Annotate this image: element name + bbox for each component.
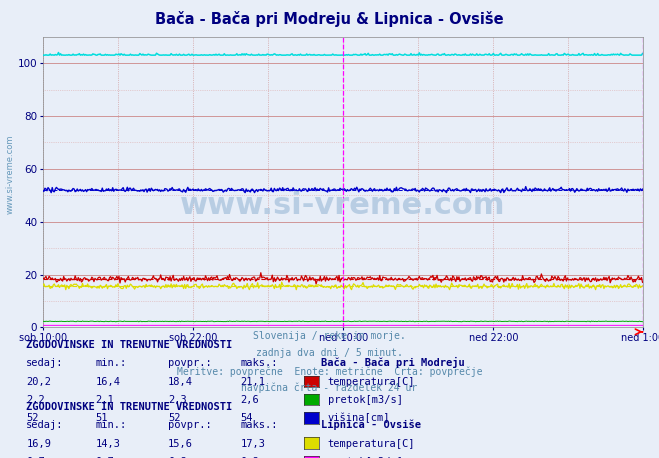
Text: pretok[m3/s]: pretok[m3/s]	[328, 457, 403, 458]
Text: pretok[m3/s]: pretok[m3/s]	[328, 395, 403, 405]
Text: Bača - Bača pri Modreju & Lipnica - Ovsiše: Bača - Bača pri Modreju & Lipnica - Ovsi…	[155, 11, 504, 27]
Text: ZGODOVINSKE IN TRENUTNE VREDNOSTI: ZGODOVINSKE IN TRENUTNE VREDNOSTI	[26, 402, 233, 412]
Text: temperatura[C]: temperatura[C]	[328, 377, 415, 387]
Text: 15,6: 15,6	[168, 439, 193, 448]
Text: ZGODOVINSKE IN TRENUTNE VREDNOSTI: ZGODOVINSKE IN TRENUTNE VREDNOSTI	[26, 340, 233, 350]
Text: sedaj:: sedaj:	[26, 420, 64, 430]
Text: 18,4: 18,4	[168, 377, 193, 387]
Text: 16,9: 16,9	[26, 439, 51, 448]
Text: 54: 54	[241, 414, 253, 423]
Text: www.si-vreme.com: www.si-vreme.com	[180, 191, 505, 220]
Text: maks.:: maks.:	[241, 359, 278, 368]
Text: 14,3: 14,3	[96, 439, 121, 448]
Text: 51: 51	[96, 414, 108, 423]
Text: 17,3: 17,3	[241, 439, 266, 448]
Text: višina[cm]: višina[cm]	[328, 413, 390, 423]
Text: 0,7: 0,7	[26, 457, 45, 458]
Text: 2,1: 2,1	[96, 395, 114, 405]
Text: sedaj:: sedaj:	[26, 359, 64, 368]
Text: Lipnica - Ovsiše: Lipnica - Ovsiše	[321, 420, 421, 430]
Text: 21,1: 21,1	[241, 377, 266, 387]
Text: zadnja dva dni / 5 minut.: zadnja dva dni / 5 minut.	[256, 348, 403, 358]
Text: 0,8: 0,8	[241, 457, 259, 458]
Text: navpična črta - razdelek 24 ur: navpična črta - razdelek 24 ur	[241, 383, 418, 393]
Text: Slovenija / reke in morje.: Slovenija / reke in morje.	[253, 331, 406, 341]
Text: 2,6: 2,6	[241, 395, 259, 405]
Text: Bača - Bača pri Modreju: Bača - Bača pri Modreju	[321, 357, 465, 368]
Text: temperatura[C]: temperatura[C]	[328, 439, 415, 448]
Text: min.:: min.:	[96, 420, 127, 430]
Text: 0,8: 0,8	[168, 457, 186, 458]
Text: 52: 52	[168, 414, 181, 423]
Text: 52: 52	[26, 414, 39, 423]
Text: min.:: min.:	[96, 359, 127, 368]
Text: 2,3: 2,3	[168, 395, 186, 405]
Text: povpr.:: povpr.:	[168, 359, 212, 368]
Text: 2,2: 2,2	[26, 395, 45, 405]
Text: 0,7: 0,7	[96, 457, 114, 458]
Text: 16,4: 16,4	[96, 377, 121, 387]
Text: www.si-vreme.com: www.si-vreme.com	[5, 134, 14, 214]
Text: maks.:: maks.:	[241, 420, 278, 430]
Text: povpr.:: povpr.:	[168, 420, 212, 430]
Text: 20,2: 20,2	[26, 377, 51, 387]
Text: Meritve: povprečne  Enote: metrične  Črta: povprečje: Meritve: povprečne Enote: metrične Črta:…	[177, 365, 482, 377]
